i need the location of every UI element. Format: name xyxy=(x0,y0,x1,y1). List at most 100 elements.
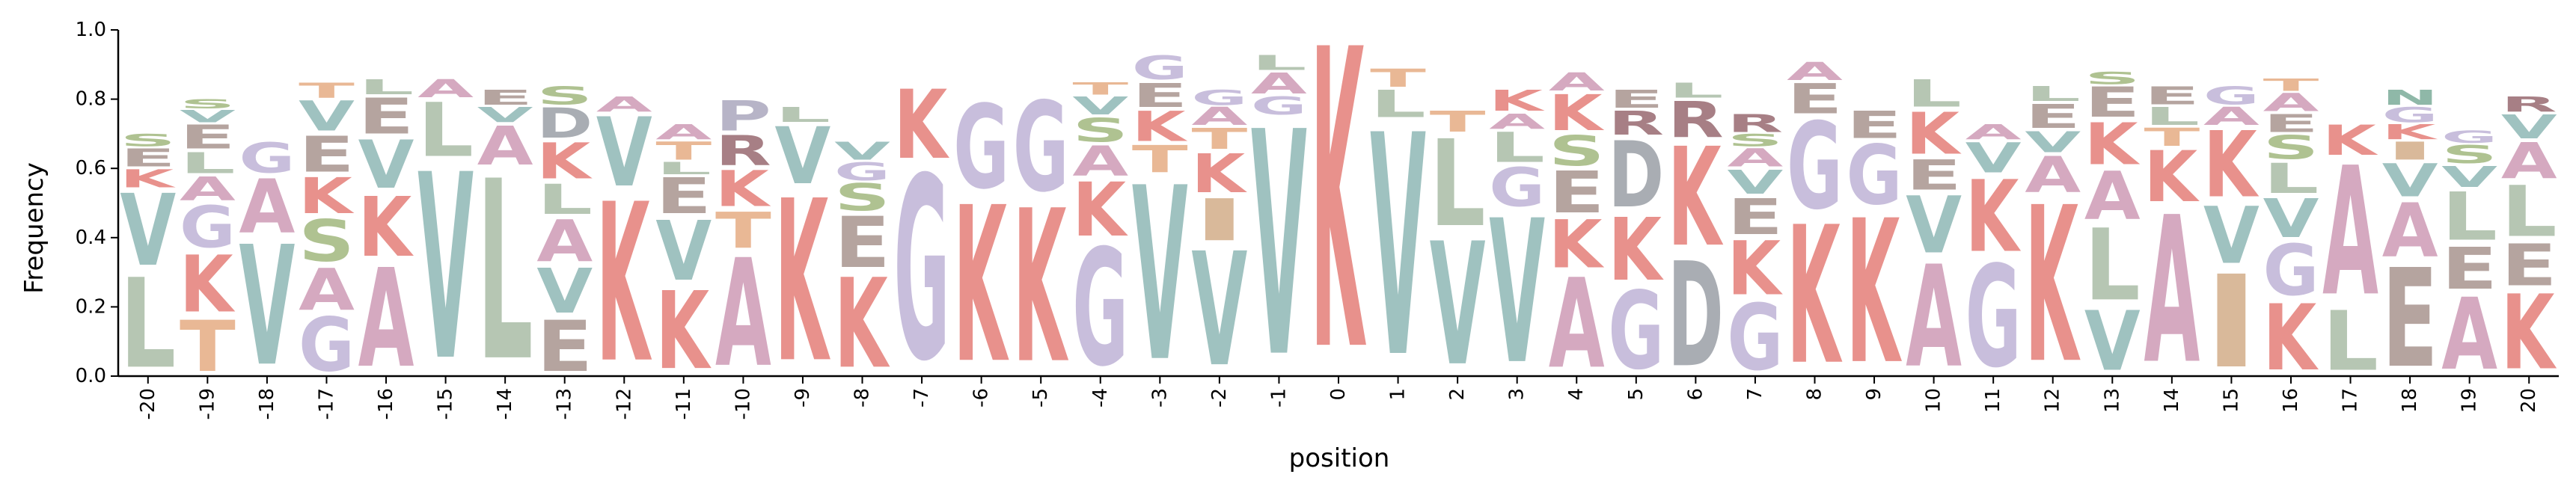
x-tick-label: -4 xyxy=(1089,388,1112,408)
logo-letter-k: K xyxy=(775,153,830,412)
logo-letter-e: E xyxy=(2382,241,2438,399)
y-tick-label: 1.0 xyxy=(76,19,106,41)
logo-letter-g: G xyxy=(894,124,950,416)
logo-letter-a: A xyxy=(417,75,474,103)
y-tick-label: 0.6 xyxy=(76,157,106,179)
logo-letter-l: L xyxy=(1370,83,1426,126)
x-tick-label: 12 xyxy=(2042,388,2064,413)
logo-letter-v: V xyxy=(120,174,176,289)
logo-letter-k: K xyxy=(1191,143,1247,205)
logo-letter-a: A xyxy=(239,164,296,250)
logo-letter-v: V xyxy=(2084,295,2141,390)
logo-letter-a: A xyxy=(536,208,593,275)
logo-letter-k: K xyxy=(120,165,176,193)
logo-letter-l: L xyxy=(2144,102,2200,131)
logo-letter-g: G xyxy=(239,134,296,182)
x-tick-label: -15 xyxy=(435,388,457,419)
x-tick-label: 2 xyxy=(1446,388,1469,401)
logo-letter-i: I xyxy=(1191,187,1247,254)
logo-letter-s: S xyxy=(1549,127,1605,175)
x-tick-label: -6 xyxy=(970,388,993,408)
x-tick-label: 20 xyxy=(2518,388,2540,413)
logo-letter-d: D xyxy=(1668,233,1724,400)
logo-letter-l: L xyxy=(536,176,593,224)
logo-letter-g: G xyxy=(1191,85,1247,109)
x-tick-label: -18 xyxy=(256,388,278,419)
logo-letter-v: V xyxy=(1906,180,1962,271)
x-tick-label: -2 xyxy=(1208,388,1231,408)
logo-letter-l: L xyxy=(1251,51,1307,75)
logo-letter-l: L xyxy=(1668,79,1724,102)
logo-letter-e: E xyxy=(180,118,236,156)
logo-letter-e: E xyxy=(1847,104,1903,147)
logo-letter-t: T xyxy=(1430,105,1486,138)
logo-letter-g: G xyxy=(1608,270,1664,394)
logo-letter-v: V xyxy=(775,111,831,201)
x-tick-label: -9 xyxy=(792,388,814,408)
logo-letter-a: A xyxy=(1251,67,1307,100)
logo-letter-t: T xyxy=(715,203,771,260)
logo-letter-k: K xyxy=(894,70,950,180)
logo-letter-a: A xyxy=(2441,278,2497,393)
logo-letter-s: S xyxy=(2441,141,2497,170)
logo-letter-k: K xyxy=(1549,84,1605,141)
logo-letter-a: A xyxy=(2382,188,2438,274)
logo-letter-e: E xyxy=(477,85,533,109)
logo-letter-t: T xyxy=(299,79,355,102)
logo-letter-g: G xyxy=(1489,157,1545,219)
logo-letter-a: A xyxy=(1906,237,1962,399)
logo-letter-k: K xyxy=(2382,120,2438,144)
logo-letter-a: A xyxy=(1072,138,1128,185)
logo-letter-v: V xyxy=(1370,71,1426,425)
logo-letter-v: V xyxy=(596,98,652,208)
logo-letter-k: K xyxy=(1132,102,1188,150)
logo-letter-g: G xyxy=(1728,286,1784,391)
x-tick-label: -10 xyxy=(732,388,754,419)
logo-letter-g: G xyxy=(2382,103,2438,127)
x-tick-label: 16 xyxy=(2280,388,2302,413)
x-tick-label: 19 xyxy=(2459,388,2481,413)
logo-letter-v: V xyxy=(536,256,593,328)
logo-letter-s: S xyxy=(536,82,593,111)
logo-letter-a: A xyxy=(477,115,533,177)
logo-letter-a: A xyxy=(2263,88,2319,117)
logo-letter-v: V xyxy=(1251,67,1307,426)
logo-letter-v: V xyxy=(2025,126,2081,159)
logo-letter-v: V xyxy=(2441,161,2497,194)
logo-letter-k: K xyxy=(1906,101,1962,168)
logo-letter-e: E xyxy=(2501,233,2557,299)
x-tick-label: -17 xyxy=(315,388,337,419)
logo-letter-g: G xyxy=(1251,92,1307,121)
x-tick-label: 11 xyxy=(1982,388,2004,413)
logo-letter-k: K xyxy=(2263,286,2319,391)
x-tick-label: -11 xyxy=(673,388,695,419)
x-tick-label: 18 xyxy=(2399,388,2421,413)
logo-letter-p: P xyxy=(715,93,771,141)
logo-letter-e: E xyxy=(834,203,890,284)
logo-letter-g: G xyxy=(2203,82,2260,111)
logo-letter-a: A xyxy=(180,170,236,209)
logo-letter-a: A xyxy=(596,92,652,116)
logo-letter-e: E xyxy=(1906,152,1962,199)
x-tick-label: 1 xyxy=(1387,388,1410,401)
logo-letter-a: A xyxy=(1191,102,1247,131)
logo-letter-v: V xyxy=(655,204,712,299)
logo-letter-l: L xyxy=(180,147,236,180)
logo-letter-e: E xyxy=(1608,85,1664,114)
logo-letter-r: R xyxy=(1608,104,1664,142)
x-tick-label: 15 xyxy=(2220,388,2242,413)
logo-letter-k: K xyxy=(1608,200,1664,301)
x-tick-label: -20 xyxy=(137,388,159,419)
logo-letter-v: V xyxy=(477,102,533,126)
logo-letter-t: T xyxy=(180,307,236,388)
logo-letter-v: V xyxy=(239,212,296,403)
logo-letter-a: A xyxy=(1728,144,1784,173)
logo-letter-v: V xyxy=(1132,136,1188,414)
logo-letter-k: K xyxy=(358,179,414,275)
x-tick-label: 14 xyxy=(2161,388,2183,413)
logo-letter-n: N xyxy=(2382,85,2438,109)
logo-letter-l: L xyxy=(1430,115,1486,254)
logo-letter-k: K xyxy=(1847,179,1903,408)
logo-letter-r: R xyxy=(1668,91,1724,149)
logo-letter-a: A xyxy=(2203,102,2260,131)
